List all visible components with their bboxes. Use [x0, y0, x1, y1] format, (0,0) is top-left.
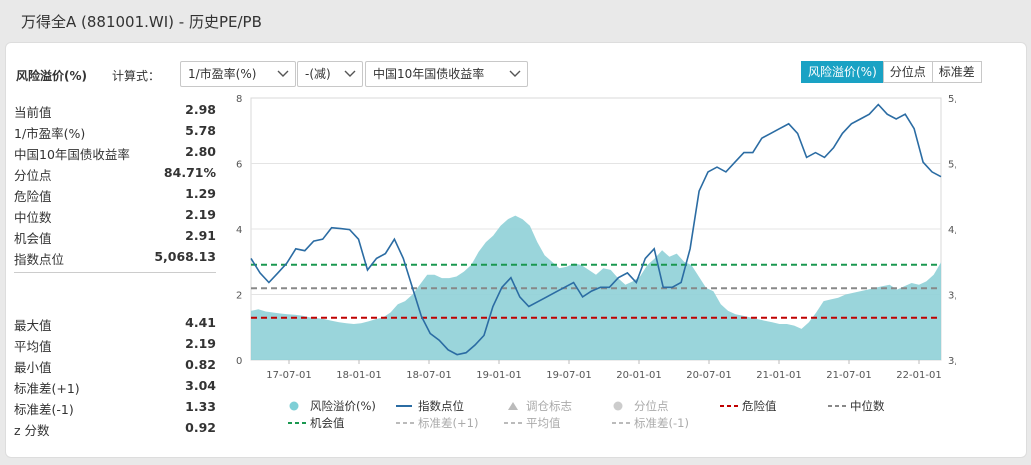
x-tick-label: 20-07-01 [686, 370, 731, 381]
x-tick-label: 21-01-01 [756, 370, 801, 381]
triangle-icon [508, 402, 518, 410]
y-right-tick-label: 4,606 [948, 225, 956, 236]
stat-max: 最大值 4.41 [14, 315, 216, 333]
stat-mean: 平均值 2.19 [14, 336, 216, 354]
dot-icon [613, 401, 623, 411]
operator-dropdown[interactable]: -(减) [297, 61, 363, 87]
dot-icon [289, 401, 299, 411]
y-left-tick-label: 2 [236, 291, 242, 302]
stat-z-score: z 分数 0.92 [14, 420, 216, 438]
stat-inverse-pe: 1/市盈率(%) 5.78 [14, 123, 216, 141]
dash-icon [288, 422, 306, 424]
chart-legend: 风险溢价(%) 指数点位 调仓标志 分位点 危险值 中位数 机会值 标准差(+1… [288, 398, 928, 438]
y-left-tick-label: 4 [236, 225, 242, 236]
dash-icon [396, 422, 414, 424]
title-bar: 万得全A (881001.WI) - 历史PE/PB [0, 0, 1031, 40]
main-panel: 风险溢价(%) 计算式： 1/市盈率(%) -(减) 中国10年国债收益率 风险… [5, 42, 1027, 458]
bond-yield-dropdown[interactable]: 中国10年国债收益率 [365, 61, 528, 87]
y-right-tick-label: 5,287 [948, 160, 956, 171]
stat-std-minus: 标准差(-1) 1.33 [14, 399, 216, 417]
dash-icon [720, 405, 738, 407]
toolbar: 风险溢价(%) 计算式： 1/市盈率(%) -(减) 中国10年国债收益率 风险… [6, 43, 1026, 93]
metric-label: 风险溢价(%) [16, 69, 87, 83]
tab-std-dev[interactable]: 标准差 [931, 61, 982, 83]
x-tick-label: 19-01-01 [476, 370, 521, 381]
view-tabs: 风险溢价(%) 分位点 标准差 [801, 61, 982, 83]
y-right-tick-label: 3,925 [948, 291, 956, 302]
stats-divider [14, 272, 216, 273]
dash-icon [504, 422, 522, 424]
stat-min: 最小值 0.82 [14, 357, 216, 375]
y-left-tick-label: 0 [236, 356, 242, 367]
x-tick-label: 19-07-01 [546, 370, 591, 381]
x-tick-label: 18-01-01 [336, 370, 381, 381]
stat-index-level: 指数点位 5,068.13 [14, 249, 216, 267]
stat-percentile: 分位点 84.71% [14, 165, 216, 183]
x-tick-label: 20-01-01 [616, 370, 661, 381]
x-tick-label: 22-01-01 [896, 370, 941, 381]
operator-dropdown-value: -(减) [305, 67, 331, 81]
y-right-tick-label: 3,244 [948, 356, 956, 367]
index-level-line [250, 103, 942, 356]
chevron-down-icon [277, 70, 289, 77]
chevron-down-icon [509, 70, 521, 77]
bond-yield-dropdown-value: 中国10年国债收益率 [373, 67, 485, 81]
window-title: 万得全A (881001.WI) - 历史PE/PB [21, 13, 262, 31]
chevron-down-icon [344, 70, 356, 77]
risk-premium-chart[interactable]: 0 2 4 6 8 3,244 3,925 4,606 5,287 5,968 17-07-01 18… [216, 85, 956, 390]
x-tick-label: 17-07-01 [266, 370, 311, 381]
formula-dropdown[interactable]: 1/市盈率(%) [180, 61, 296, 87]
y-left-tick-label: 8 [236, 94, 242, 105]
stat-current-value: 当前值 2.98 [14, 102, 216, 120]
line-icon [396, 405, 412, 407]
stat-median: 中位数 2.19 [14, 207, 216, 225]
calc-label: 计算式： [112, 69, 161, 83]
y-right-tick-label: 5,968 [948, 94, 956, 105]
dash-icon [612, 422, 630, 424]
dash-icon [828, 405, 846, 407]
y-left-tick-label: 6 [236, 160, 242, 171]
stat-bond-yield: 中国10年国债收益率 2.80 [14, 144, 216, 162]
tab-percentile[interactable]: 分位点 [882, 61, 933, 83]
tab-risk-premium[interactable]: 风险溢价(%) [801, 61, 884, 83]
x-tick-label: 21-07-01 [826, 370, 871, 381]
stat-opportunity: 机会值 2.91 [14, 228, 216, 246]
stat-danger: 危险值 1.29 [14, 186, 216, 204]
stat-std-plus: 标准差(+1) 3.04 [14, 378, 216, 396]
formula-dropdown-value: 1/市盈率(%) [188, 67, 257, 81]
x-tick-label: 18-07-01 [406, 370, 451, 381]
